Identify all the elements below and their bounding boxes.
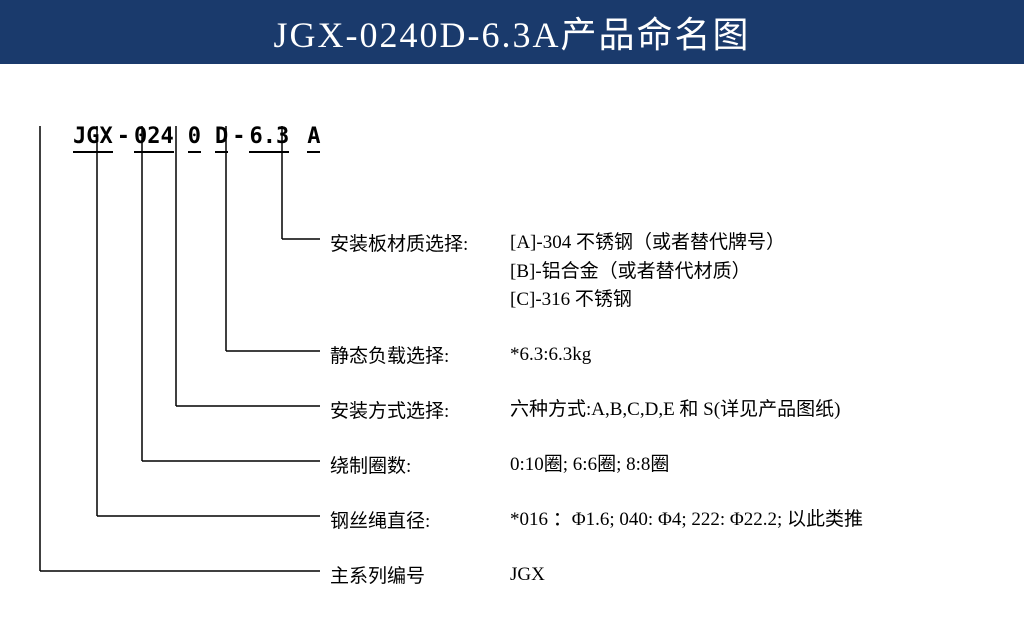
label-coils: 绕制圈数: <box>330 451 510 480</box>
header-bar: JGX-0240D-6.3A产品命名图 <box>0 0 1024 64</box>
label-jgx: 主系列编号 <box>330 561 510 590</box>
value-jgx: JGX <box>510 561 1010 590</box>
label-load: 静态负载选择: <box>330 341 510 370</box>
desc-jgx: 主系列编号 JGX <box>330 561 1010 590</box>
value-coils: 0:10圈; 6:6圈; 8:8圈 <box>510 451 1010 480</box>
label-mount: 安装方式选择: <box>330 396 510 425</box>
desc-load: 静态负载选择: *6.3:6.3kg <box>330 341 1010 370</box>
desc-plate: 安装板材质选择: [A]-304 不锈钢（或者替代牌号） [B]-铝合金（或者替… <box>330 229 1010 315</box>
desc-diameter: 钢丝绳直径: *016 ：Φ1.6; 040: Φ4; 222: Φ22.2; … <box>330 506 1010 535</box>
naming-diagram: JGX-0240D-6.3A 安装板材质选择: [A]-304 不锈钢（或者替代… <box>0 64 1024 639</box>
value-diameter: *016 ：Φ1.6; 040: Φ4; 222: Φ22.2; 以此类推 <box>510 506 1010 535</box>
desc-coils: 绕制圈数: 0:10圈; 6:6圈; 8:8圈 <box>330 451 1010 480</box>
desc-mount: 安装方式选择: 六种方式:A,B,C,D,E 和 S(详见产品图纸) <box>330 396 1010 425</box>
page-title: JGX-0240D-6.3A产品命名图 <box>274 6 751 58</box>
label-plate: 安装板材质选择: <box>330 229 510 315</box>
value-mount: 六种方式:A,B,C,D,E 和 S(详见产品图纸) <box>510 396 1010 425</box>
value-load: *6.3:6.3kg <box>510 341 1010 370</box>
value-plate: [A]-304 不锈钢（或者替代牌号） [B]-铝合金（或者替代材质） [C]-… <box>510 229 1010 315</box>
label-diameter: 钢丝绳直径: <box>330 506 510 535</box>
